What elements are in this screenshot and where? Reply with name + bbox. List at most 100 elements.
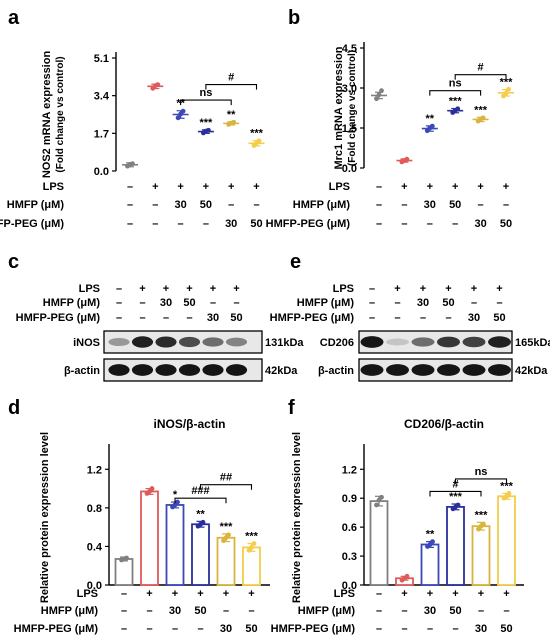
e-band-top-4 (462, 336, 486, 348)
e-row-value-hmfp_peg-3: – (445, 312, 451, 324)
c-row-value-lps-0: – (116, 283, 122, 295)
e-blot-top-frame (358, 330, 513, 354)
d-row-value-lps-0: – (121, 588, 127, 600)
e-band-top-0 (360, 336, 384, 348)
d-chart-title: iNOS/β-actin (154, 417, 226, 431)
a-row-value-hmfp-5: – (253, 199, 259, 211)
c-row-label-hmfp_peg: HMFP-PEG (μM) (16, 312, 101, 324)
f-point-0-2 (379, 494, 384, 500)
b-row-value-hmfp-0: – (376, 199, 382, 211)
f-row-value-lps-5: + (503, 588, 509, 600)
d-row-value-lps-4: + (223, 588, 229, 600)
a-row-value-lps-4: + (228, 181, 234, 193)
c-row-value-hmfp_peg-5: 50 (230, 312, 242, 324)
d-y-label: Relative protein expression level (39, 432, 51, 603)
a-point-2-0 (175, 115, 181, 121)
c-band-top-2 (155, 336, 177, 348)
f-bar-0 (369, 500, 389, 586)
e-row-value-lps-2: + (420, 283, 426, 295)
a-row-value-lps-2: + (177, 181, 183, 193)
d-bracket-label-0: ### (191, 485, 209, 497)
a-row-value-lps-1: + (152, 181, 158, 193)
d-row-value-hmfp_peg-2: – (172, 623, 178, 635)
c-band-top-3 (178, 336, 201, 348)
f-row-label-lps: LPS (334, 588, 355, 600)
a-bracket-label-0: ns (199, 87, 212, 99)
e-row-value-lps-5: + (496, 283, 502, 295)
d-sig-5: *** (245, 531, 259, 543)
b-row-label-hmfp: HMFP (μM) (293, 199, 351, 211)
b-row-value-lps-3: + (452, 181, 458, 193)
b-y-label: Mrc1 mRNA expression (333, 46, 345, 169)
f-row-value-lps-2: + (427, 588, 433, 600)
e-row-value-hmfp_peg-2: – (420, 312, 426, 324)
c-row-value-lps-5: + (233, 283, 239, 295)
d-row-value-hmfp_peg-0: – (121, 623, 127, 635)
c-row-value-hmfp_peg-0: – (116, 312, 122, 324)
d-row-value-hmfp_peg-3: – (197, 623, 203, 635)
b-row-label-hmfp_peg: HMFP-PEG (μM) (266, 218, 351, 230)
e-row-value-hmfp-0: – (369, 297, 375, 309)
b-row-value-hmfp_peg-3: – (452, 218, 458, 230)
b-point-0-2 (379, 88, 384, 94)
b-row-value-lps-1: + (401, 181, 407, 193)
c-row-value-lps-3: + (186, 283, 192, 295)
d-row-value-lps-1: + (146, 588, 152, 600)
f-bracket-label-1: ns (475, 466, 488, 478)
f-row-value-hmfp_peg-4: 30 (475, 623, 487, 635)
d-bar-2 (165, 504, 185, 586)
d-point-1-2 (149, 486, 155, 491)
panel-label-a: a (8, 7, 20, 29)
f-row-value-hmfp-4: – (478, 605, 484, 617)
a-row-value-lps-0: – (127, 181, 133, 193)
f-row-value-hmfp_peg-5: 50 (500, 623, 512, 635)
b-row-label-lps: LPS (329, 181, 350, 193)
f-sig-3: *** (449, 491, 463, 503)
d-point-5-2 (251, 541, 257, 546)
a-row-value-hmfp_peg-3: – (203, 218, 209, 230)
b-row-value-hmfp-1: – (401, 199, 407, 211)
d-bar-0 (114, 558, 134, 586)
b-sig-3: *** (449, 96, 463, 108)
d-row-value-hmfp-3: 50 (194, 605, 206, 617)
b-row-value-lps-5: + (503, 181, 509, 193)
b-row-value-hmfp-3: 50 (449, 199, 461, 211)
panel-label-e: e (290, 251, 301, 273)
b-point-1-2 (404, 156, 410, 162)
d-point-5-1 (249, 544, 254, 550)
c-row-value-lps-2: + (163, 283, 169, 295)
c-row-value-lps-1: + (139, 283, 145, 295)
a-point-0-2 (130, 161, 135, 167)
b-bracket-label-0: ns (449, 78, 462, 90)
d-row-value-hmfp-2: 30 (169, 605, 181, 617)
c-row-label-hmfp: HMFP (μM) (43, 297, 101, 309)
e-row-value-hmfp-4: – (471, 297, 477, 309)
c-row-value-hmfp_peg-2: – (163, 312, 169, 324)
f-bar-2 (420, 543, 440, 586)
d-row-value-hmfp_peg-1: – (146, 623, 152, 635)
e-row-label-hmfp: HMFP (μM) (297, 297, 355, 309)
a-row-label-hmfp: HMFP (μM) (7, 199, 65, 211)
b-point-0-1 (376, 92, 382, 98)
c-row-value-hmfp_peg-3: – (186, 312, 192, 324)
e-row-label-lps: LPS (333, 283, 354, 295)
d-row-value-hmfp-1: – (146, 605, 152, 617)
d-y-tick-label-0: 0.0 (87, 580, 102, 592)
f-y-tick-label-0: 0.0 (342, 580, 357, 592)
c-band-bottom-5 (225, 364, 248, 376)
c-blot-bottom-kda: 42kDa (265, 365, 298, 377)
b-bracket-label-1: # (478, 62, 484, 74)
d-sig-2: * (173, 489, 178, 501)
f-bar-4 (471, 525, 491, 586)
c-band-bottom-4 (202, 364, 224, 376)
b-point-5-1 (503, 90, 509, 96)
a-y-tick-label-0: 0.0 (94, 166, 109, 178)
c-band-top-1 (131, 336, 154, 348)
d-point-0-2 (124, 555, 129, 561)
d-row-label-hmfp: HMFP (μM) (41, 605, 99, 617)
b-row-value-hmfp_peg-5: 50 (500, 218, 512, 230)
d-bar-1 (140, 490, 159, 586)
a-row-value-hmfp-4: – (228, 199, 234, 211)
e-row-value-hmfp-2: 30 (417, 297, 429, 309)
c-row-value-hmfp-4: – (210, 297, 216, 309)
